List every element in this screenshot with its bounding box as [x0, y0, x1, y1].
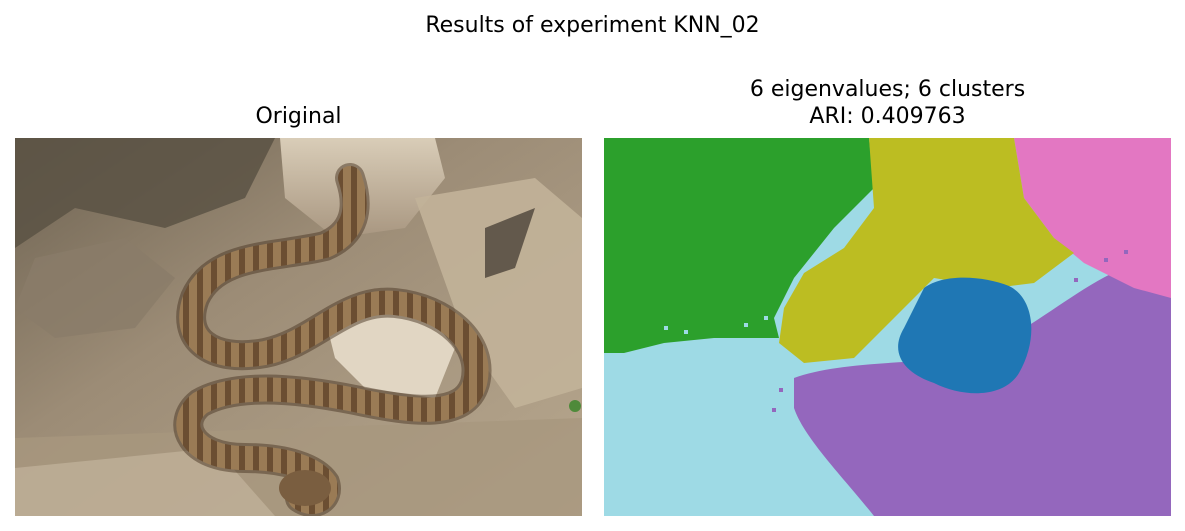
cluster-title-line1: 6 eigenvalues; 6 clusters	[749, 77, 1026, 102]
segmentation-map	[604, 138, 1171, 516]
original-image	[15, 138, 582, 516]
cluster-title-line2: ARI: 0.409763	[809, 104, 966, 129]
snake-photo-icon	[15, 138, 582, 516]
original-title: Original	[255, 104, 342, 129]
cluster-map	[604, 138, 1171, 516]
figure-suptitle: Results of experiment KNN_02	[425, 13, 760, 38]
